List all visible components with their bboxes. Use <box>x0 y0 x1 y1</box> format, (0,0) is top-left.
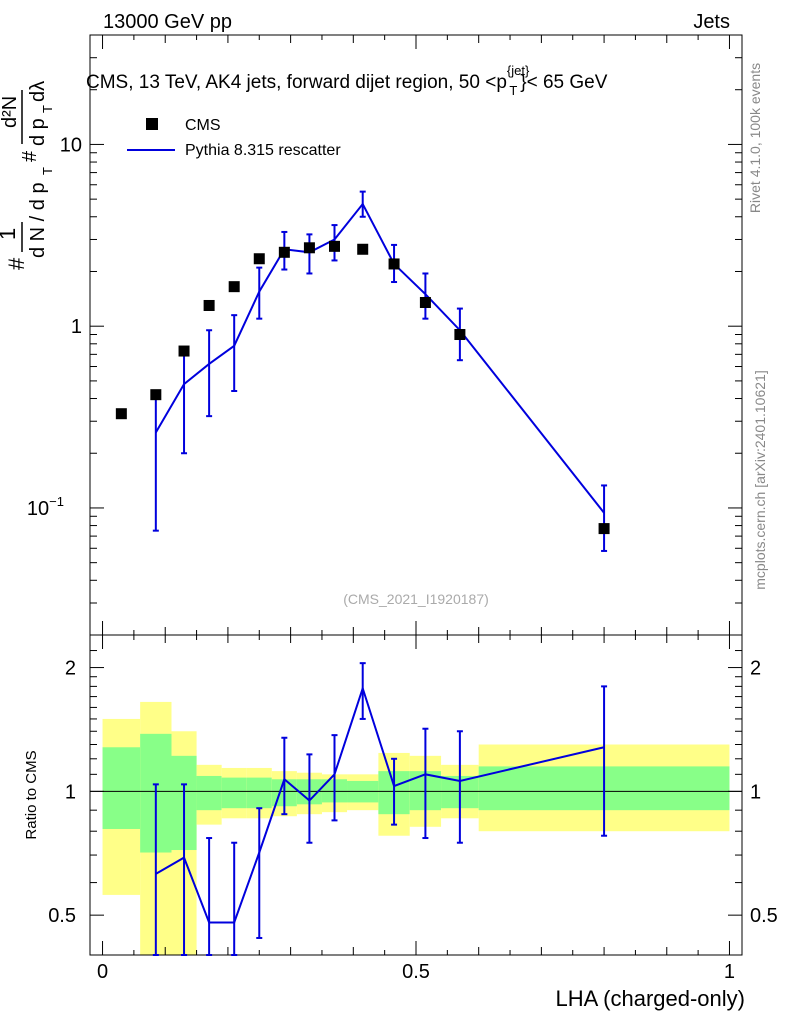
watermark: (CMS_2021_I1920187) <box>343 591 489 607</box>
svg-text:T: T <box>40 105 55 113</box>
legend-data-marker <box>146 118 158 130</box>
y-tick-label-ratio-right: 1 <box>750 781 761 803</box>
chart-marks <box>90 190 742 956</box>
chart-title: CMS, 13 TeV, AK4 jets, forward dijet reg… <box>86 63 608 98</box>
cms-data-point <box>419 297 431 309</box>
title-sup: {jet} <box>507 63 530 78</box>
mcplots-label: mcplots.cern.ch [arXiv:2401.10621] <box>752 370 768 589</box>
rivet-label: Rivet 4.1.0, 100k events <box>747 63 763 213</box>
svg-text:1: 1 <box>0 228 20 240</box>
x-tick-label: 1 <box>724 961 735 983</box>
cms-data-point <box>150 389 162 401</box>
legend-mc-label: Pythia 8.315 rescatter <box>185 142 341 159</box>
cms-data-point <box>388 258 400 270</box>
cms-data-point <box>115 408 127 420</box>
y-tick-label-ratio: 0.5 <box>48 905 76 927</box>
title-suffix: }< 65 GeV <box>520 72 607 93</box>
axis-ticks: 0 0.5 1 10−1 1 10 0.5 0.5 1 1 2 2 <box>27 34 778 983</box>
x-axis-title: LHA (charged-only) <box>555 986 745 1011</box>
band-inner-bin <box>221 777 247 809</box>
y-tick-label-main: 1 <box>71 316 82 338</box>
mc-line-main <box>154 202 605 514</box>
cms-data-point <box>357 243 369 255</box>
header-left: 13000 GeV pp <box>103 11 232 33</box>
cms-data-point <box>253 253 265 265</box>
legend-data-label: CMS <box>185 117 221 134</box>
cms-data-point <box>454 329 466 341</box>
y-tick-label-main: 10−1 <box>27 494 64 520</box>
svg-text:d N / d p: d N / d p <box>27 182 49 258</box>
band-inner-bin <box>196 775 222 811</box>
header-right: Jets <box>693 11 730 33</box>
title-sub: T <box>509 83 517 98</box>
cms-data-point <box>278 246 290 258</box>
y-tick-label-main: 10 <box>60 134 82 156</box>
svg-text:T: T <box>40 167 55 175</box>
svg-text:#: # <box>19 150 41 162</box>
y-axis-title-main: # 1 d N / d p T # d²N d p T dλ <box>0 81 55 270</box>
cms-data-point <box>303 242 315 254</box>
svg-text:d²N: d²N <box>0 96 21 128</box>
svg-text:CMS, 13 TeV, AK4 jets, forward: CMS, 13 TeV, AK4 jets, forward dijet reg… <box>86 63 608 98</box>
cms-data-point <box>329 240 340 252</box>
x-tick-label: 0 <box>97 961 108 983</box>
y-tick-label-ratio: 1 <box>65 781 76 803</box>
y-tick-label-ratio-right: 2 <box>750 658 761 680</box>
svg-text:d p: d p <box>27 118 49 146</box>
x-tick-label: 0.5 <box>402 961 430 983</box>
ratio-uncertainty-bands <box>102 701 730 955</box>
y-tick-label-ratio: 2 <box>65 658 76 680</box>
cms-data-point <box>178 345 190 357</box>
cms-data-point <box>228 281 240 293</box>
title-main: CMS, 13 TeV, AK4 jets, forward dijet reg… <box>86 72 507 93</box>
svg-text:dλ: dλ <box>27 81 49 102</box>
svg-text:#: # <box>4 257 29 270</box>
cms-data-point <box>598 523 610 535</box>
band-inner-bin <box>246 777 272 809</box>
ratio-y-title: Ratio to CMS <box>23 750 40 839</box>
band-inner-bin <box>102 747 141 829</box>
legend: CMS Pythia 8.315 rescatter <box>127 117 341 159</box>
y-tick-label-ratio-right: 0.5 <box>750 905 778 927</box>
cms-data-point <box>203 299 215 311</box>
